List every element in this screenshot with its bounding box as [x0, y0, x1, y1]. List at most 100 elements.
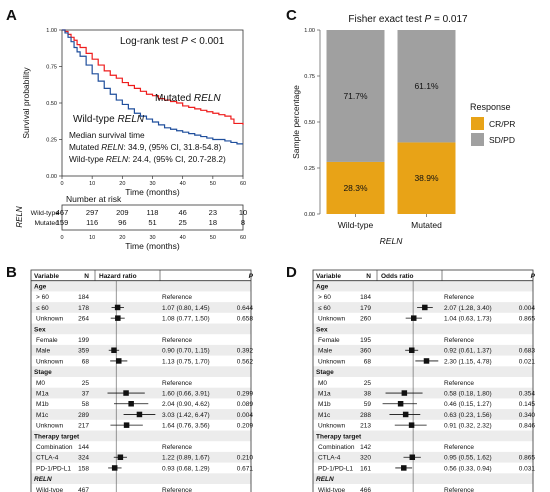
- risk-count: 25: [178, 218, 186, 227]
- row-n: 25: [364, 380, 372, 387]
- crpr-bar: [326, 161, 385, 214]
- group-header: Sex: [34, 326, 46, 333]
- row-estimate-ci: 0.91 (0.32, 2.32): [444, 423, 492, 430]
- row-p-value: 0.004: [519, 305, 536, 312]
- y-tick-label: 0.75: [304, 74, 315, 80]
- risk-count: 46: [178, 208, 186, 217]
- row-band: [313, 387, 533, 399]
- row-estimate-ci: 1.07 (0.80, 1.45): [162, 305, 210, 312]
- row-p-value: 0.021: [519, 358, 536, 365]
- crpr-bar: [397, 142, 456, 214]
- point-estimate: [115, 315, 121, 321]
- row-estimate-ci: 2.30 (1.15, 4.78): [444, 358, 492, 365]
- row-n: 178: [78, 305, 89, 312]
- row-n: 288: [360, 412, 371, 419]
- row-label: ≤ 60: [318, 305, 331, 312]
- risk-count: 159: [56, 218, 69, 227]
- x-tick-label: 40: [180, 181, 186, 187]
- row-band: [313, 430, 533, 442]
- group-header: RELN: [316, 476, 334, 483]
- row-p-value: 0.004: [237, 412, 254, 419]
- group-header: RELN: [34, 476, 52, 483]
- row-n: 320: [360, 455, 371, 462]
- risk-x-tick-label: 0: [60, 235, 63, 241]
- row-estimate-ci: 2.04 (0.90, 4.62): [162, 401, 210, 408]
- row-label: Female: [36, 337, 58, 344]
- risk-x-tick-label: 20: [119, 235, 125, 241]
- row-label: Unknown: [318, 358, 345, 365]
- y-axis-label: Survival probability: [21, 67, 31, 139]
- logrank-title: Log-rank test P < 0.001: [120, 36, 225, 47]
- row-n: 359: [78, 348, 89, 355]
- row-band: [31, 344, 251, 356]
- x-tick-label: 30: [149, 181, 155, 187]
- group-header: Age: [34, 284, 47, 291]
- x-tick-label: 0: [60, 181, 63, 187]
- row-label: M1a: [318, 391, 331, 398]
- row-estimate-ci: 0.95 (0.55, 1.62): [444, 455, 492, 462]
- group-header: Sex: [316, 326, 328, 333]
- risk-x-tick-label: 40: [180, 235, 186, 241]
- risk-count: 18: [209, 218, 217, 227]
- col-header-n: N: [366, 273, 371, 280]
- row-n: 158: [78, 465, 89, 472]
- response-bar-panel: Fisher exact test P = 0.017 0.00 0.25 0.50 0…: [291, 14, 515, 246]
- row-band: [313, 344, 533, 356]
- point-estimate: [409, 454, 416, 460]
- row-label: ≤ 60: [36, 305, 49, 312]
- row-p-value: 0.210: [237, 455, 254, 462]
- row-n: 68: [364, 358, 372, 365]
- wildtype-curve-label: Wild-type RELN: [73, 114, 145, 125]
- row-p-value: 0.209: [237, 423, 254, 430]
- row-label: Unknown: [318, 316, 345, 323]
- row-estimate-ci: 0.93 (0.68, 1.29): [162, 465, 210, 472]
- row-n: 264: [78, 316, 89, 323]
- row-band: [31, 473, 251, 484]
- row-estimate-ci: 3.03 (1.42, 6.47): [162, 412, 210, 419]
- point-estimate: [114, 304, 121, 311]
- x-tick-label: 10: [89, 181, 95, 187]
- row-estimate-ci: Reference: [444, 380, 474, 387]
- risk-count: 8: [241, 218, 245, 227]
- x-axis-label: Time (months): [125, 187, 180, 197]
- row-p-value: 0.145: [519, 401, 536, 408]
- row-estimate-ci: Reference: [444, 444, 474, 451]
- panel-letter-b: B: [6, 264, 17, 281]
- risk-table-title: Number at risk: [66, 194, 122, 204]
- row-estimate-ci: 0.56 (0.33, 0.94): [444, 465, 492, 472]
- row-estimate-ci: 0.90 (0.70, 1.15): [162, 348, 210, 355]
- point-estimate: [116, 358, 122, 364]
- row-n: 360: [360, 348, 371, 355]
- y-tick-label: 0.25: [46, 138, 57, 144]
- bar-percent-label: 61.1%: [414, 81, 439, 91]
- row-label: Female: [318, 337, 340, 344]
- row-estimate-ci: Reference: [162, 337, 192, 344]
- x-tick-label: Mutated: [411, 220, 442, 230]
- row-label: M0: [36, 380, 45, 387]
- row-label: > 60: [318, 294, 331, 301]
- row-p-value: 0.846: [519, 423, 536, 430]
- row-estimate-ci: 0.58 (0.18, 1.80): [444, 391, 492, 398]
- row-label: CTLA-4: [318, 455, 341, 462]
- row-band: [313, 409, 533, 420]
- risk-x-tick-label: 30: [149, 235, 155, 241]
- point-estimate: [123, 390, 129, 396]
- row-band: [313, 451, 533, 463]
- risk-y-axis-label: RELN: [15, 206, 24, 228]
- wildtype-survival-curve: [62, 29, 243, 145]
- row-p-value: 0.644: [237, 305, 254, 312]
- x-tick-label: 20: [119, 181, 125, 187]
- table-frame: [312, 269, 534, 492]
- row-p-value: 0.392: [237, 348, 254, 355]
- row-n: 25: [82, 380, 90, 387]
- row-band: [313, 366, 533, 377]
- group-header: Stage: [316, 369, 334, 376]
- sdpd-bar: [326, 30, 385, 162]
- bar-percent-label: 71.7%: [343, 91, 368, 101]
- row-label: Combination: [318, 444, 355, 451]
- row-label: Unknown: [36, 423, 63, 430]
- row-p-value: 0.683: [519, 348, 536, 355]
- table-frame: [30, 269, 252, 492]
- point-estimate: [401, 390, 408, 396]
- point-estimate: [401, 465, 407, 471]
